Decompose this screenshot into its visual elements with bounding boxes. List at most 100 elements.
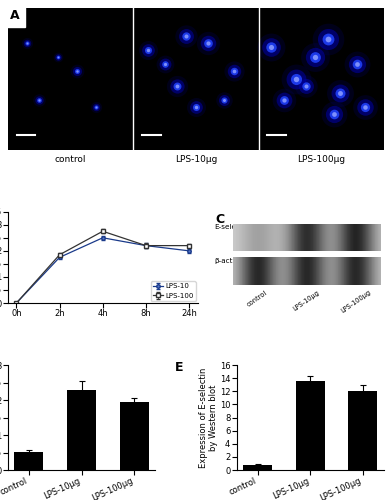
Point xyxy=(293,74,300,82)
Point xyxy=(337,89,343,97)
Point xyxy=(353,60,360,68)
Point xyxy=(193,103,199,111)
Point xyxy=(183,32,189,40)
Bar xyxy=(259,8,384,150)
Point xyxy=(23,39,29,47)
Legend: LPS-10, LPS-100: LPS-10, LPS-100 xyxy=(151,282,196,301)
Point xyxy=(337,89,343,97)
Point xyxy=(230,68,237,76)
Point xyxy=(230,68,237,76)
Point xyxy=(281,96,287,104)
Text: LPS-100μg: LPS-100μg xyxy=(297,156,345,164)
Point xyxy=(353,60,360,68)
Point xyxy=(293,74,300,82)
Point xyxy=(36,96,42,104)
Point xyxy=(92,103,99,111)
Point xyxy=(161,60,168,68)
Point xyxy=(55,53,61,61)
Point xyxy=(161,60,168,68)
Point xyxy=(268,44,274,52)
Point xyxy=(145,46,151,54)
Point xyxy=(303,82,310,90)
Point xyxy=(193,103,199,111)
Point xyxy=(362,103,369,111)
Point xyxy=(36,96,42,104)
Text: E: E xyxy=(175,361,183,374)
Bar xyxy=(348,392,378,470)
Point xyxy=(324,35,331,43)
Text: control: control xyxy=(55,156,86,164)
Point xyxy=(193,103,199,111)
Bar xyxy=(67,390,96,470)
Point xyxy=(220,96,227,104)
Point xyxy=(331,110,337,118)
Point xyxy=(312,53,318,61)
Point xyxy=(312,53,318,61)
Point xyxy=(36,96,42,104)
Point xyxy=(324,35,331,43)
Text: E-selectin: E-selectin xyxy=(214,224,249,230)
Y-axis label: Expression of E-selectin
by Western blot: Expression of E-selectin by Western blot xyxy=(199,368,218,468)
Bar xyxy=(8,8,133,150)
Point xyxy=(205,39,211,47)
Point xyxy=(268,44,274,52)
Point xyxy=(55,53,61,61)
Point xyxy=(74,68,80,76)
Point xyxy=(145,46,151,54)
Point xyxy=(324,35,331,43)
Point xyxy=(174,82,180,90)
Point xyxy=(293,74,300,82)
Point xyxy=(220,96,227,104)
Point xyxy=(293,74,300,82)
Point xyxy=(331,110,337,118)
Bar xyxy=(14,452,43,470)
Text: A: A xyxy=(10,9,19,22)
Text: LPS-10μg: LPS-10μg xyxy=(175,156,217,164)
Point xyxy=(303,82,310,90)
Bar xyxy=(120,402,149,470)
Point xyxy=(337,89,343,97)
Text: LPS-100μg: LPS-100μg xyxy=(340,290,372,314)
Point xyxy=(145,46,151,54)
Point xyxy=(331,110,337,118)
Point xyxy=(145,46,151,54)
Text: C: C xyxy=(216,212,225,226)
Point xyxy=(74,68,80,76)
Point xyxy=(174,82,180,90)
Point xyxy=(183,32,189,40)
Point xyxy=(183,32,189,40)
Point xyxy=(92,103,99,111)
Point xyxy=(55,53,61,61)
Point xyxy=(268,44,274,52)
Point xyxy=(362,103,369,111)
Point xyxy=(230,68,237,76)
Point xyxy=(230,68,237,76)
Point xyxy=(193,103,199,111)
Point xyxy=(74,68,80,76)
Point xyxy=(205,39,211,47)
Point xyxy=(74,68,80,76)
Point xyxy=(353,60,360,68)
Point xyxy=(174,82,180,90)
Point xyxy=(161,60,168,68)
Point xyxy=(331,110,337,118)
Bar xyxy=(133,8,259,150)
Point xyxy=(220,96,227,104)
Point xyxy=(92,103,99,111)
Point xyxy=(174,82,180,90)
Point xyxy=(281,96,287,104)
Point xyxy=(161,60,168,68)
Point xyxy=(205,39,211,47)
Point xyxy=(303,82,310,90)
Text: LPS-10μg: LPS-10μg xyxy=(293,290,321,312)
Point xyxy=(312,53,318,61)
Point xyxy=(92,103,99,111)
Point xyxy=(36,96,42,104)
Point xyxy=(55,53,61,61)
Point xyxy=(281,96,287,104)
Text: β-actin: β-actin xyxy=(214,258,239,264)
Text: control: control xyxy=(246,290,269,308)
Point xyxy=(183,32,189,40)
Point xyxy=(353,60,360,68)
Bar xyxy=(243,465,272,470)
